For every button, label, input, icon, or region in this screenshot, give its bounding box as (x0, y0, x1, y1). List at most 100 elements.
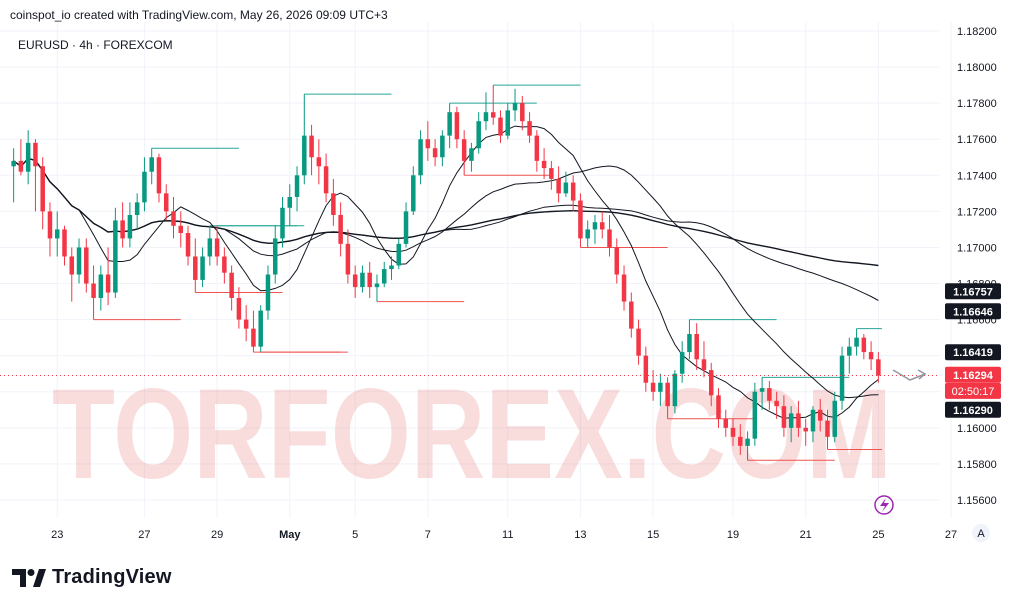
candle[interactable] (861, 334, 867, 360)
candle[interactable] (98, 265, 104, 311)
candle[interactable] (876, 352, 881, 383)
candle[interactable] (163, 184, 169, 221)
candle[interactable] (563, 171, 569, 197)
candle[interactable] (636, 319, 641, 365)
candle[interactable] (418, 130, 423, 185)
candle[interactable] (185, 225, 191, 266)
candle[interactable] (54, 211, 60, 257)
candle[interactable] (440, 130, 445, 167)
candle[interactable] (847, 337, 852, 374)
candle[interactable] (629, 292, 634, 338)
candle[interactable] (578, 193, 583, 248)
candle[interactable] (476, 112, 481, 154)
candle[interactable] (810, 406, 816, 443)
candle[interactable] (541, 148, 547, 179)
candle[interactable] (781, 395, 787, 437)
candle[interactable] (745, 431, 750, 461)
candle[interactable] (592, 214, 598, 244)
candle[interactable] (33, 139, 38, 212)
candle[interactable] (534, 130, 540, 172)
candle[interactable] (432, 139, 438, 167)
candle[interactable] (294, 166, 300, 212)
candle[interactable] (127, 202, 133, 248)
candle[interactable] (716, 388, 721, 428)
candle[interactable] (338, 202, 343, 257)
candle[interactable] (331, 178, 336, 226)
candle[interactable] (200, 247, 205, 288)
candle[interactable] (76, 238, 82, 284)
candle[interactable] (236, 287, 242, 329)
candle[interactable] (243, 305, 249, 342)
candle[interactable] (767, 380, 772, 410)
candle[interactable] (222, 247, 227, 284)
forecast-arrow-icon[interactable] (892, 369, 927, 381)
candle[interactable] (374, 274, 380, 302)
candle[interactable] (134, 193, 140, 230)
tradingview-logo[interactable]: TradingView (12, 566, 172, 589)
candle[interactable] (752, 382, 758, 446)
candle[interactable] (207, 225, 213, 266)
candle[interactable] (345, 229, 351, 284)
candle[interactable] (483, 92, 489, 131)
price-label-badge[interactable]: 1.16290 (945, 401, 1001, 418)
candle[interactable] (556, 166, 561, 203)
candle[interactable] (759, 377, 765, 410)
candle[interactable] (854, 328, 859, 356)
candle[interactable] (774, 391, 779, 419)
candle[interactable] (512, 88, 518, 122)
candle[interactable] (825, 409, 830, 450)
candle[interactable] (527, 112, 532, 143)
candle[interactable] (454, 106, 460, 149)
candle[interactable] (193, 238, 198, 293)
candle[interactable] (171, 196, 176, 239)
candle[interactable] (803, 418, 808, 446)
candle[interactable] (447, 103, 452, 149)
candle[interactable] (316, 139, 322, 185)
candle[interactable] (490, 85, 496, 125)
candle[interactable] (723, 409, 729, 437)
candle[interactable] (120, 202, 125, 248)
candle[interactable] (272, 225, 278, 284)
candle[interactable] (796, 400, 801, 437)
candle[interactable] (505, 103, 511, 140)
candle[interactable] (832, 391, 838, 443)
candle[interactable] (461, 130, 467, 176)
candle[interactable] (258, 305, 263, 353)
candle[interactable] (302, 94, 307, 185)
candle[interactable] (520, 95, 525, 131)
candle[interactable] (701, 341, 707, 378)
candle[interactable] (643, 346, 649, 392)
candle[interactable] (265, 265, 271, 320)
candle[interactable] (11, 148, 16, 203)
candle[interactable] (679, 341, 685, 383)
candle[interactable] (570, 175, 576, 212)
candle[interactable] (309, 124, 314, 176)
price-label-badge[interactable]: 1.16419 (945, 344, 1001, 361)
candle[interactable] (360, 265, 365, 293)
candle[interactable] (280, 196, 285, 248)
candle[interactable] (672, 370, 678, 414)
price-label-badge[interactable]: 1.16757 (945, 283, 1001, 300)
candle[interactable] (738, 424, 743, 455)
candle[interactable] (621, 265, 627, 311)
candle[interactable] (694, 323, 699, 371)
candle[interactable] (18, 139, 24, 176)
candle[interactable] (287, 184, 293, 226)
candle[interactable] (367, 261, 372, 298)
candle[interactable] (69, 247, 75, 302)
candle[interactable] (84, 238, 89, 293)
candle[interactable] (708, 362, 714, 407)
candle[interactable] (425, 121, 431, 161)
lightning-icon[interactable] (874, 495, 894, 515)
price-label-badge[interactable]: 02:50:17 (945, 382, 1001, 399)
candle[interactable] (251, 310, 256, 353)
candle[interactable] (25, 130, 31, 185)
candle[interactable] (687, 319, 692, 360)
candle[interactable] (599, 211, 605, 239)
candle[interactable] (403, 202, 409, 248)
candle[interactable] (381, 261, 387, 288)
candle[interactable] (352, 265, 358, 298)
candle[interactable] (469, 142, 474, 172)
